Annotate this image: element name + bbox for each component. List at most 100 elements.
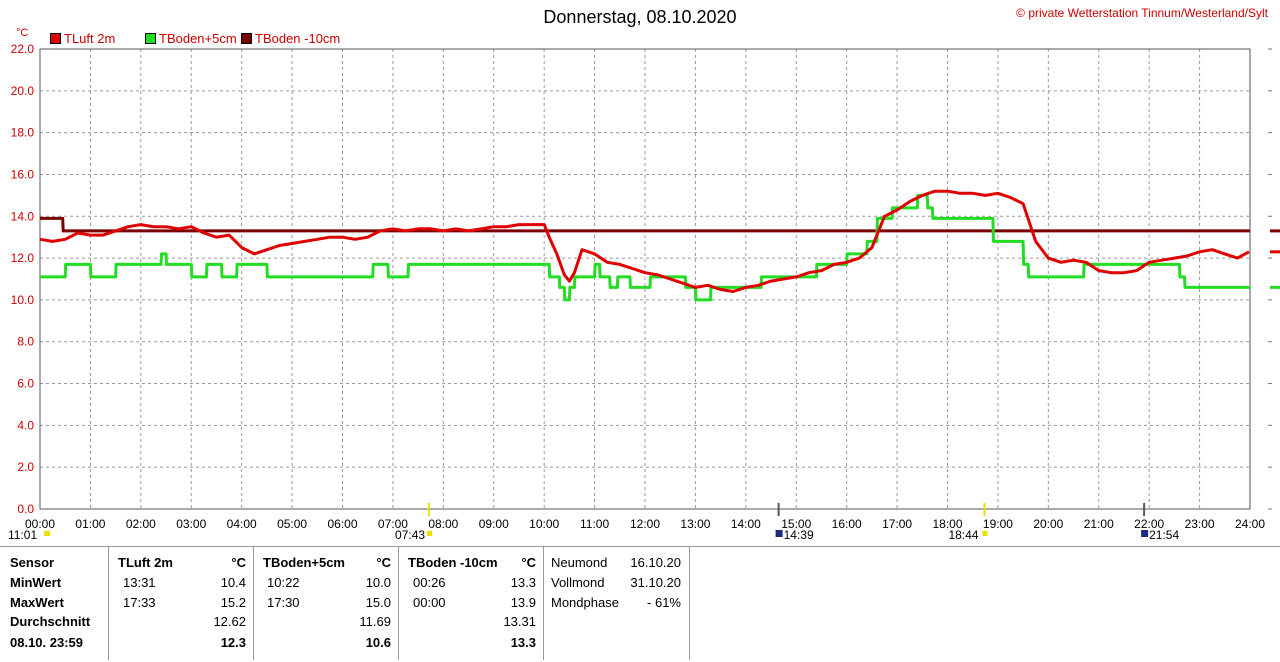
column-header: TBoden -10cm <box>408 555 498 570</box>
avg-value: 13.31 <box>503 614 536 629</box>
legend-label: TBoden+5cm <box>159 31 237 46</box>
table-top-border <box>0 546 1280 547</box>
x-tick-label: 17:00 <box>882 517 912 531</box>
moonset-icon <box>775 530 783 537</box>
chart-title: Donnerstag, 08.10.2020 <box>543 7 737 27</box>
row-label-min: MinWert <box>10 575 62 590</box>
x-tick-label: 16:00 <box>832 517 862 531</box>
moon-label-new: Neumond <box>551 555 608 570</box>
max-value: 15.2 <box>220 595 246 610</box>
x-tick-label: 03:00 <box>176 517 206 531</box>
column-unit: °C <box>231 555 246 570</box>
max-time: 17:33 <box>123 595 156 610</box>
legend-item-tboden10: TBoden -10cm <box>241 31 340 46</box>
min-time: 13:31 <box>123 575 156 590</box>
x-tick-label: 23:00 <box>1185 517 1215 531</box>
x-tick-label: 24:00 <box>1235 517 1265 531</box>
x-tick-label: 11:00 <box>580 517 609 531</box>
x-tick-label: 19:00 <box>983 517 1013 531</box>
moon-value-phase: - 61% <box>647 595 681 610</box>
min-value: 10.4 <box>220 575 246 590</box>
plot-frame <box>39 48 1251 510</box>
y-tick-label: 20.0 <box>11 84 35 98</box>
max-time: 17:30 <box>267 595 300 610</box>
y-tick-label: 16.0 <box>11 167 35 181</box>
moonset-time: 14:39 <box>784 528 814 542</box>
legend-item-tboden5: TBoden+5cm <box>145 31 237 46</box>
x-tick-label: 07:00 <box>378 517 408 531</box>
column-unit: °C <box>376 555 391 570</box>
legend-swatch <box>241 33 252 44</box>
x-tick-label: 18:00 <box>932 517 962 531</box>
x-tick-label: 22:00 <box>1134 517 1164 531</box>
series-line <box>40 193 1250 302</box>
y-tick-label: 0.0 <box>17 502 34 516</box>
x-tick-label: 04:00 <box>227 517 257 531</box>
y-tick-label: 4.0 <box>17 418 34 432</box>
station-credit: © private Wetterstation Tinnum/Westerlan… <box>1016 6 1268 20</box>
sensor-header: Sensor <box>10 555 55 570</box>
x-tick-label: 10:00 <box>529 517 559 531</box>
sunrise-time: 07:43 <box>395 528 425 542</box>
legend-label: TLuft 2m <box>64 31 116 46</box>
moon-label-phase: Mondphase <box>551 595 619 610</box>
min-time: 10:22 <box>267 575 300 590</box>
series-line <box>39 189 1250 293</box>
row-label-avg: Durchschnitt <box>10 614 91 629</box>
moonrise-icon <box>1141 530 1149 537</box>
current-value: 13.3 <box>510 635 536 650</box>
x-tick-label: 13:00 <box>680 517 710 531</box>
y-tick-label: 8.0 <box>17 335 34 349</box>
y-unit-label: °C <box>16 27 29 39</box>
statistics-table: Sensor MinWert MaxWert Durchschnitt 08.1… <box>0 546 1280 662</box>
moon-label-full: Vollmond <box>551 575 605 590</box>
x-tick-label: 21:00 <box>1084 517 1114 531</box>
y-tick-label: 6.0 <box>17 377 34 391</box>
sunset-icon <box>982 531 988 536</box>
x-tick-label: 05:00 <box>277 517 307 531</box>
max-value: 15.0 <box>365 595 391 610</box>
y-tick-label: 10.0 <box>11 293 35 307</box>
temperature-chart: 0.0 2.0 4.0 6.0 8.0 10.0 12.0 14.0 16.0 18.0 20.0 2… <box>8 42 1280 542</box>
moon-value-full: 31.10.20 <box>630 575 681 590</box>
avg-value: 12.62 <box>213 614 246 629</box>
x-tick-label: 15:00 <box>781 517 811 531</box>
current-value: 10.6 <box>365 635 391 650</box>
y-tick-label: 14.0 <box>11 209 35 223</box>
moon-value-new: 16.10.20 <box>630 555 681 570</box>
row-label-max: MaxWert <box>10 595 64 610</box>
max-time: 00:00 <box>413 595 446 610</box>
min-time: 00:26 <box>413 575 446 590</box>
sunset-time: 18:44 <box>948 528 978 542</box>
moonrise-time: 21:54 <box>1149 528 1179 542</box>
column-header: TLuft 2m <box>118 555 173 570</box>
day-length: 11:01 <box>8 528 37 542</box>
x-tick-label: 09:00 <box>479 517 509 531</box>
avg-value: 11.69 <box>359 614 391 629</box>
y-tick-label: 12.0 <box>11 251 35 265</box>
stats-column-tboden5: TBoden+5cm °C 10:22 10.0 17:30 15.0 11.6… <box>253 546 399 660</box>
min-value: 10.0 <box>365 575 391 590</box>
sunrise-icon <box>427 531 433 536</box>
x-tick-label: 20:00 <box>1033 517 1063 531</box>
x-tick-label: 01:00 <box>75 517 105 531</box>
y-tick-label: 18.0 <box>11 126 35 140</box>
x-tick-label: 14:00 <box>731 517 761 531</box>
stats-column-tboden10: TBoden -10cm °C 00:26 13.3 00:00 13.9 13… <box>398 546 544 660</box>
legend-item-tluft: TLuft 2m <box>50 31 115 46</box>
column-unit: °C <box>521 555 536 570</box>
x-tick-label: 06:00 <box>327 517 357 531</box>
current-value: 12.3 <box>220 635 246 650</box>
legend-swatch <box>50 33 61 44</box>
y-tick-label: 2.0 <box>17 460 34 474</box>
y-tick-label: 22.0 <box>11 42 35 56</box>
legend-swatch <box>145 33 156 44</box>
row-label-current: 08.10. 23:59 <box>10 635 84 650</box>
moon-info-column: Neumond 16.10.20 Vollmond 31.10.20 Mondp… <box>543 546 690 660</box>
x-tick-label: 00:00 <box>25 517 55 531</box>
series-line <box>40 216 1250 233</box>
column-header: TBoden+5cm <box>263 555 345 570</box>
x-tick-label: 08:00 <box>428 517 458 531</box>
min-value: 13.3 <box>510 575 536 590</box>
max-value: 13.9 <box>510 595 536 610</box>
